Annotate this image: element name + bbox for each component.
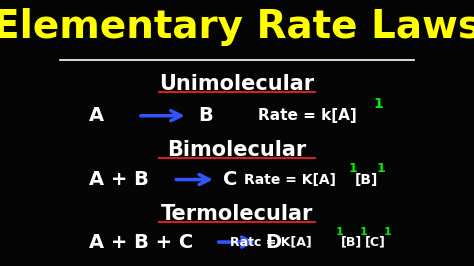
Text: [B]: [B]	[355, 173, 378, 186]
Text: 1: 1	[384, 227, 392, 237]
Text: Rate = k[A]: Rate = k[A]	[258, 108, 357, 123]
Text: D: D	[265, 232, 282, 252]
Text: B: B	[198, 106, 213, 125]
Text: A: A	[89, 106, 104, 125]
Text: [B]: [B]	[340, 236, 362, 248]
Text: [C]: [C]	[365, 236, 386, 248]
Text: 1: 1	[373, 97, 383, 111]
Text: A + B + C: A + B + C	[89, 232, 193, 252]
Text: Termolecular: Termolecular	[161, 204, 313, 224]
Text: Rate = K[A]: Rate = K[A]	[244, 173, 336, 186]
Text: 1: 1	[335, 227, 343, 237]
Text: C: C	[223, 170, 237, 189]
Text: Unimolecular: Unimolecular	[159, 74, 315, 94]
Text: 1: 1	[377, 163, 386, 175]
Text: A + B: A + B	[89, 170, 148, 189]
Text: 1: 1	[360, 227, 368, 237]
Text: Elementary Rate Laws: Elementary Rate Laws	[0, 8, 474, 45]
Text: Ratc = K[A]: Ratc = K[A]	[230, 236, 312, 248]
Text: Bimolecular: Bimolecular	[167, 140, 307, 160]
Text: 1: 1	[348, 163, 357, 175]
